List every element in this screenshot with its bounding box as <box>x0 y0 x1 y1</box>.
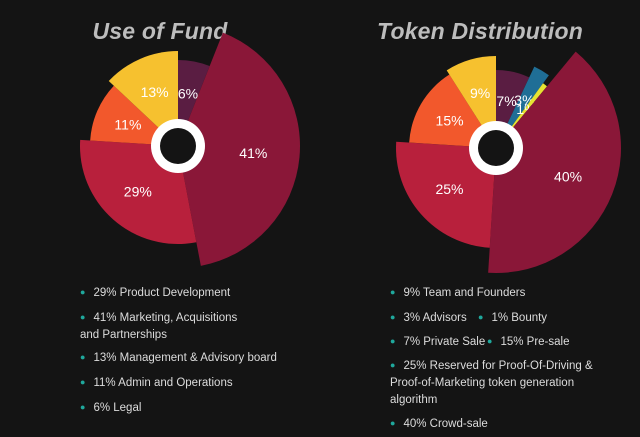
use-of-fund-title: Use of Fund <box>92 18 228 44</box>
legend-item: ● 13% Management & Advisory board <box>80 349 290 367</box>
slice-label: 15% <box>436 113 464 129</box>
slice-label: 9% <box>470 85 490 101</box>
pie-slice <box>409 74 496 148</box>
slice-label: 11% <box>114 116 141 132</box>
bullet-icon: ● <box>390 312 396 322</box>
legend-text: 41% Marketing, Acquisitions and Partners… <box>80 312 238 341</box>
legend-item: ● 15% Pre-sale <box>487 333 587 351</box>
legend-item: ● 9% Team and Founders <box>390 284 610 302</box>
bullet-icon: ● <box>390 336 396 346</box>
pie-slice <box>178 32 300 266</box>
legend-text: 29% Product Development <box>93 287 231 299</box>
bullet-icon: ● <box>390 287 396 297</box>
bullet-icon: ● <box>487 336 493 346</box>
token-distribution-pie-chart: 7%3%1%40%25%15%9% <box>396 51 621 273</box>
legend-text: 6% Legal <box>93 402 142 414</box>
legend-item: ● 41% Marketing, Acquisitions and Partner… <box>80 309 258 344</box>
legend-text: 25% Reserved for Proof-Of-Driving & Proo… <box>390 360 593 406</box>
slice-label: 7% <box>496 93 516 109</box>
legend-text: 7% Private Sale <box>403 336 486 348</box>
use-of-fund-pie-chart: 6% 41% 29% 11%13% <box>79 32 300 266</box>
legend-item: ● 40% Crowd-sale <box>390 415 590 433</box>
legend-text: 3% Advisors <box>403 312 467 324</box>
legend-item: ● 3% Advisors <box>390 309 490 327</box>
slice-label: 40% <box>554 169 582 185</box>
legend-text: 15% Pre-sale <box>500 336 570 348</box>
bullet-icon: ● <box>390 418 396 428</box>
legend-text: 13% Management & Advisory board <box>93 352 277 364</box>
center-hole <box>160 128 196 164</box>
use-of-fund-panel: Use of Fund 6% 41% 29% 11% 13% ● 29% Product … <box>79 18 300 417</box>
slice-label: 41% <box>239 145 267 161</box>
bullet-icon: ● <box>80 377 86 387</box>
pie-slice <box>396 141 496 248</box>
bullet-icon: ● <box>80 312 86 322</box>
token-distribution-panel: Token Distribution 7% 3% 1% 40% 25% 15% 9% ● 9%… <box>320 0 640 437</box>
bullet-icon: ● <box>80 402 86 412</box>
slice-label: 6% <box>178 86 198 102</box>
pie-slice <box>488 51 621 273</box>
bullet-icon: ● <box>80 352 86 362</box>
legend-item: ● 6% Legal <box>80 399 290 417</box>
legend-text: 11% Admin and Operations <box>93 377 233 389</box>
legend-item: ● 7% Private Sale <box>390 333 500 351</box>
bullet-icon: ● <box>478 312 484 322</box>
bullet-icon: ● <box>390 360 396 370</box>
legend-text: 1% Bounty <box>491 312 548 324</box>
legend-text: 9% Team and Founders <box>403 287 526 299</box>
token-distribution-title: Token Distribution <box>377 18 583 44</box>
legend-text: 40% Crowd-sale <box>403 418 488 430</box>
legend-item: ● 11% Admin and Operations <box>80 374 290 392</box>
legend-item: ● 29% Product Development <box>80 284 280 302</box>
center-hole <box>478 130 514 166</box>
slice-label: 29% <box>124 184 152 200</box>
legend-item: ● 1% Bounty <box>478 309 578 327</box>
slice-label: 13% <box>141 84 169 100</box>
pie-slice <box>108 51 178 146</box>
legend-item: ● 25% Reserved for Proof-Of-Driving & Pro… <box>390 357 612 409</box>
bullet-icon: ● <box>80 287 86 297</box>
slice-label: 25% <box>435 181 463 197</box>
